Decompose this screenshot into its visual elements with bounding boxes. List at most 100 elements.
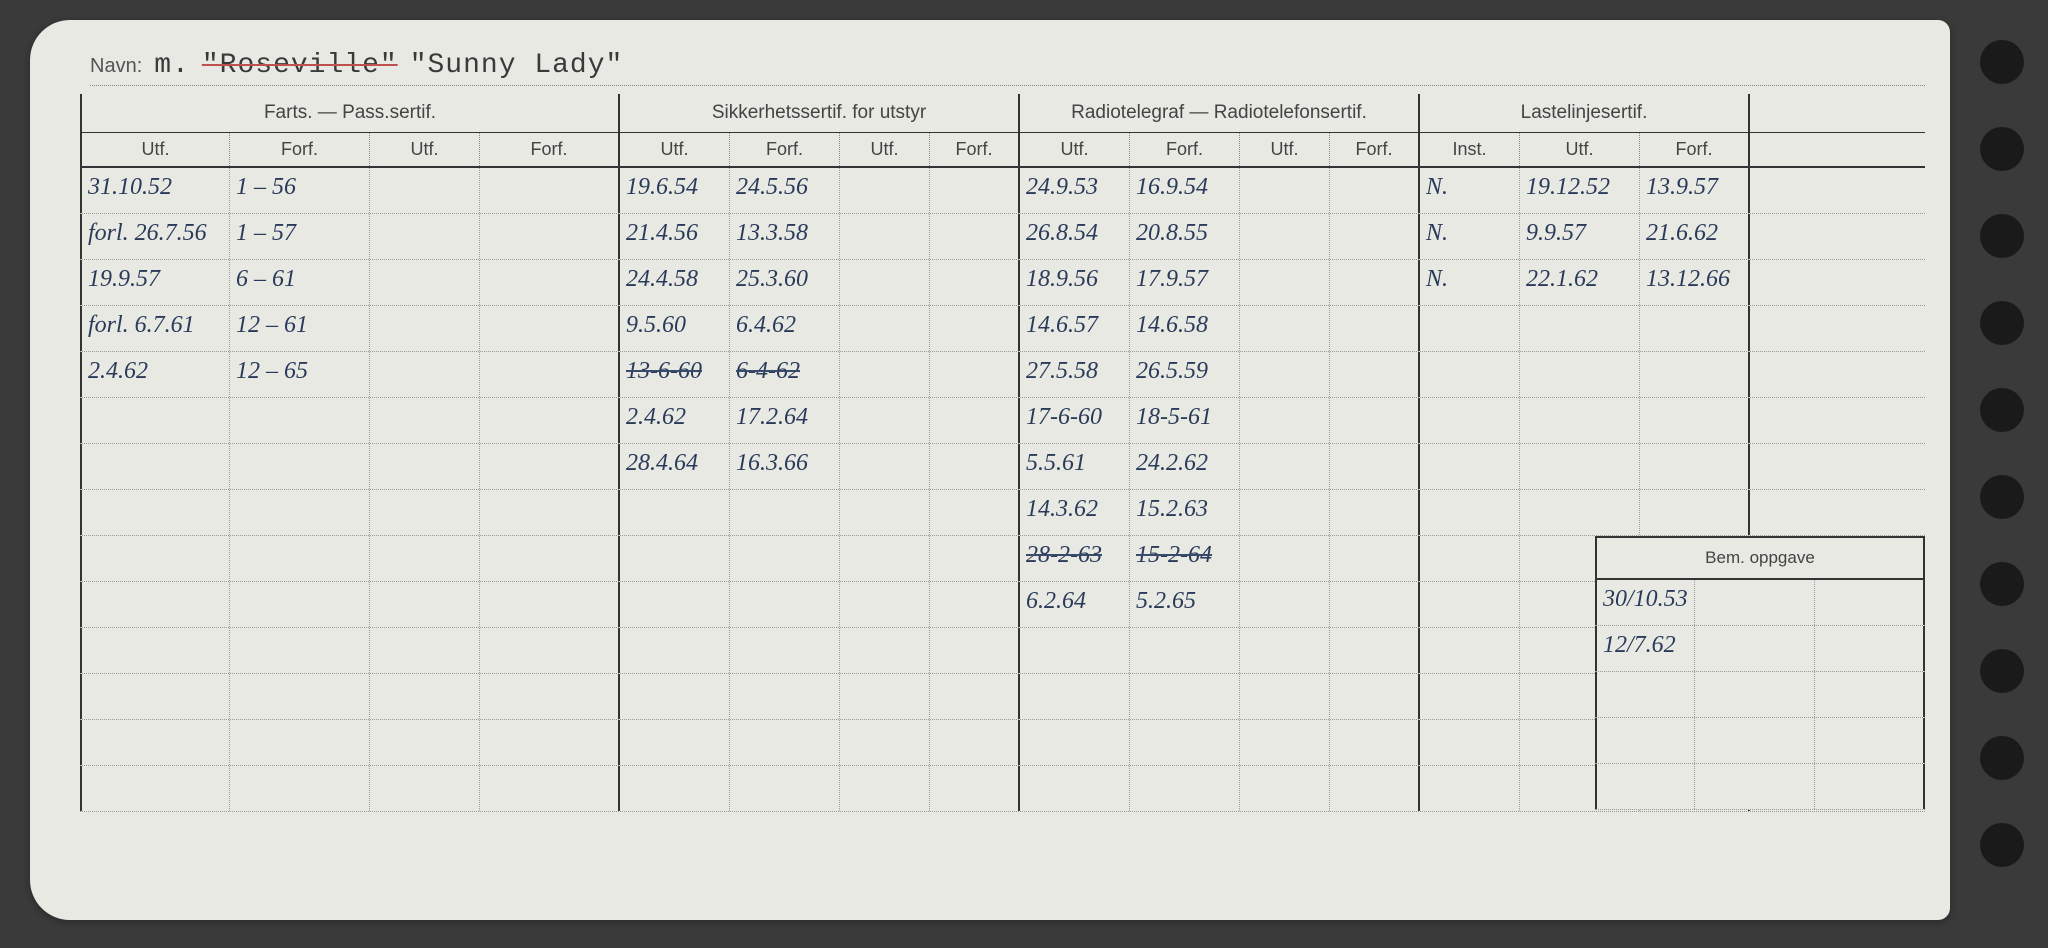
bem-row: 12/7.62 (1595, 626, 1925, 672)
col-forf: Forf. (230, 133, 370, 166)
cell (1520, 398, 1640, 443)
cell: 17.2.64 (730, 398, 840, 443)
cell (1420, 490, 1520, 535)
cell (480, 306, 620, 351)
cell (840, 582, 930, 627)
bem-row (1595, 764, 1925, 810)
cell (80, 490, 230, 535)
section-headers: Farts. — Pass.sertif. Sikkerhetssertif. … (80, 94, 1925, 133)
cell: 1 – 57 (230, 214, 370, 259)
cell (840, 306, 930, 351)
cell (1240, 674, 1330, 719)
cell (930, 306, 1020, 351)
cell (930, 674, 1020, 719)
hole-icon (1980, 301, 2024, 345)
cell (1240, 260, 1330, 305)
cell: 28.4.64 (620, 444, 730, 489)
cell (1330, 766, 1420, 811)
cell (930, 536, 1020, 581)
cell: 14.3.62 (1020, 490, 1130, 535)
cell: 19.9.57 (80, 260, 230, 305)
cell (370, 444, 480, 489)
cell (1330, 536, 1420, 581)
title-row: Navn: m. "Roseville" "Sunny Lady" (90, 50, 1925, 86)
table-row: 28.4.6416.3.665.5.6124.2.62 (80, 444, 1925, 490)
col-utf: Utf. (1240, 133, 1330, 166)
cell (730, 490, 840, 535)
cell (1020, 628, 1130, 673)
cell (1640, 490, 1750, 535)
cell (840, 260, 930, 305)
cell (480, 214, 620, 259)
bem-header: Bem. oppgave (1595, 536, 1925, 580)
cell (80, 582, 230, 627)
cell (370, 214, 480, 259)
cell: 6.4.62 (730, 306, 840, 351)
cell (230, 720, 370, 765)
cell (80, 536, 230, 581)
table-row: forl. 6.7.6112 – 619.5.606.4.6214.6.5714… (80, 306, 1925, 352)
cell (1420, 444, 1520, 489)
col-utf: Utf. (370, 133, 480, 166)
cell (1130, 766, 1240, 811)
cell (930, 766, 1020, 811)
cell (620, 490, 730, 535)
cell (480, 398, 620, 443)
cell: 14.6.57 (1020, 306, 1130, 351)
cell (840, 766, 930, 811)
col-forf: Forf. (480, 133, 620, 166)
cell (480, 674, 620, 719)
cell (730, 766, 840, 811)
col-forf: Forf. (1130, 133, 1240, 166)
cell (840, 536, 930, 581)
cell: 26.8.54 (1020, 214, 1130, 259)
cell (1330, 444, 1420, 489)
hole-icon (1980, 475, 2024, 519)
hole-icon (1980, 127, 2024, 171)
cell (1640, 444, 1750, 489)
cell (370, 260, 480, 305)
cell (1240, 766, 1330, 811)
cell: forl. 26.7.56 (80, 214, 230, 259)
cell: 13-6-60 (620, 352, 730, 397)
cell (1240, 444, 1330, 489)
navn-label: Navn: (90, 55, 142, 78)
cell (370, 582, 480, 627)
section-farts: Farts. — Pass.sertif. (80, 94, 620, 132)
cell (1695, 718, 1815, 763)
hole-icon (1980, 40, 2024, 84)
cell (1330, 398, 1420, 443)
cell (730, 720, 840, 765)
cell (1240, 168, 1330, 213)
cell: forl. 6.7.61 (80, 306, 230, 351)
cell (370, 168, 480, 213)
table-row: 14.3.6215.2.63 (80, 490, 1925, 536)
cell: 24.5.56 (730, 168, 840, 213)
col-forf: Forf. (1640, 133, 1750, 166)
cell: 6 – 61 (230, 260, 370, 305)
cell (480, 720, 620, 765)
cell (370, 628, 480, 673)
cell (370, 766, 480, 811)
cell: 12 – 61 (230, 306, 370, 351)
cell (1640, 306, 1750, 351)
cell: 18.9.56 (1020, 260, 1130, 305)
cell: 16.9.54 (1130, 168, 1240, 213)
cell (930, 168, 1020, 213)
cell (620, 720, 730, 765)
hole-icon (1980, 736, 2024, 780)
cell (230, 582, 370, 627)
cell (1240, 582, 1330, 627)
cell (1330, 628, 1420, 673)
cell (930, 444, 1020, 489)
cell (230, 490, 370, 535)
cell (1815, 718, 1925, 763)
cell (1020, 766, 1130, 811)
cell (930, 398, 1020, 443)
cell (1020, 674, 1130, 719)
cell (370, 490, 480, 535)
cell (1240, 352, 1330, 397)
cell (1330, 214, 1420, 259)
cell (80, 720, 230, 765)
binder-holes (1980, 40, 2024, 867)
